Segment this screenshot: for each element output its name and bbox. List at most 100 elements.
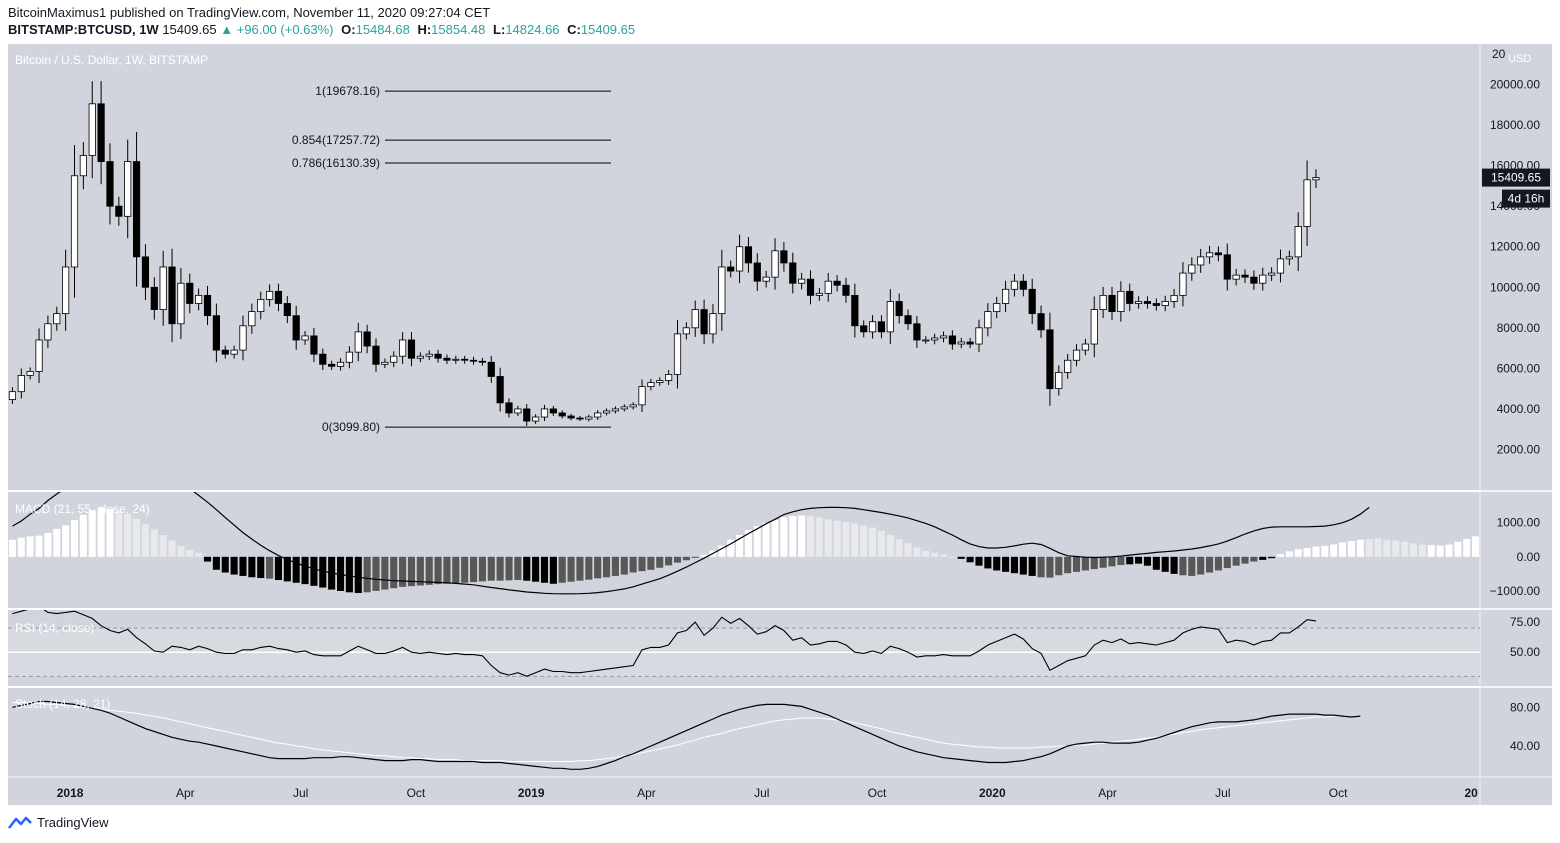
candle-body bbox=[1055, 372, 1063, 390]
macd-histogram-bar bbox=[1170, 556, 1178, 574]
price-change: ▲ +96.00 (+0.63%) bbox=[220, 22, 334, 37]
macd-histogram-bar bbox=[1108, 556, 1116, 567]
macd-histogram-bar bbox=[1002, 556, 1010, 572]
macd-histogram-bar bbox=[487, 556, 495, 581]
macd-histogram-bar bbox=[1392, 540, 1400, 557]
macd-histogram-bar bbox=[168, 540, 176, 557]
stoch-legend: Stoch (14, 28, 21) bbox=[15, 697, 110, 711]
macd-histogram-bar bbox=[833, 520, 841, 557]
macd-histogram-bar bbox=[993, 556, 1001, 571]
macd-histogram-bar bbox=[372, 556, 380, 591]
fib-level-label: 1(19678.16) bbox=[315, 84, 380, 98]
macd-histogram-bar bbox=[1330, 544, 1338, 557]
last-price-badge bbox=[1482, 168, 1550, 187]
macd-histogram-bar bbox=[177, 545, 185, 557]
candle-body bbox=[656, 380, 664, 383]
candle-body bbox=[1214, 252, 1223, 256]
candle-body bbox=[124, 161, 132, 217]
macd-histogram-bar bbox=[638, 556, 646, 572]
candle-body bbox=[567, 415, 575, 419]
macd-histogram-bar bbox=[798, 515, 806, 557]
macd-histogram-bar bbox=[203, 556, 212, 562]
macd-tick-label: 0.00 bbox=[1517, 550, 1541, 564]
candle-body bbox=[1276, 258, 1285, 274]
macd-histogram-bar bbox=[195, 552, 203, 557]
candle-body bbox=[700, 309, 708, 335]
candle-body bbox=[487, 361, 495, 377]
macd-histogram-bar bbox=[1090, 556, 1098, 570]
candle-body bbox=[70, 175, 79, 268]
macd-histogram-bar bbox=[70, 519, 79, 557]
macd-histogram-bar bbox=[62, 525, 70, 557]
candle-body bbox=[8, 391, 17, 400]
tradingview-icon bbox=[8, 816, 32, 829]
candle-body bbox=[895, 301, 903, 317]
candle-body bbox=[62, 266, 70, 315]
candle-body bbox=[860, 325, 868, 333]
candle-body bbox=[1081, 343, 1089, 351]
rsi-tick-label: 50.00 bbox=[1510, 645, 1540, 659]
ohlc-legend: BITSTAMP:BTCUSD, 1W 15409.65 ▲ +96.00 (+… bbox=[8, 22, 635, 37]
candle-body bbox=[1197, 256, 1205, 266]
macd-histogram-bar bbox=[1037, 556, 1045, 578]
macd-histogram-bar bbox=[301, 556, 309, 585]
rsi-line bbox=[12, 610, 1317, 677]
macd-histogram-bar bbox=[283, 556, 291, 582]
tradingview-logo[interactable]: TradingView bbox=[8, 815, 109, 830]
macd-histogram-bar bbox=[877, 530, 885, 557]
macd-histogram-bar bbox=[895, 539, 903, 557]
candle-body bbox=[1090, 309, 1098, 345]
candle-body bbox=[265, 290, 274, 300]
time-axis-label: Apr bbox=[1098, 786, 1117, 800]
candle-body bbox=[1179, 272, 1187, 296]
macd-histogram-bar bbox=[505, 556, 513, 581]
candle-body bbox=[957, 341, 965, 345]
macd-histogram-bar bbox=[700, 554, 708, 557]
macd-histogram-bar bbox=[523, 556, 531, 581]
candle-body bbox=[1099, 294, 1107, 310]
close-value: 15409.65 bbox=[580, 22, 636, 37]
macd-histogram-bar bbox=[913, 547, 921, 557]
macd-histogram-bar bbox=[806, 515, 815, 557]
price-tick-label: 18000.00 bbox=[1490, 118, 1540, 132]
macd-histogram-bar bbox=[1356, 539, 1364, 557]
candle-body bbox=[815, 292, 823, 296]
macd-histogram-bar bbox=[1055, 556, 1063, 576]
macd-histogram-bar bbox=[753, 526, 761, 557]
candle-body bbox=[1312, 177, 1320, 181]
candle-body bbox=[319, 353, 327, 365]
candle-body bbox=[939, 335, 948, 339]
macd-histogram-bar bbox=[1152, 556, 1160, 570]
macd-histogram-bar bbox=[496, 556, 504, 581]
candle-body bbox=[17, 375, 25, 393]
macd-histogram-bar bbox=[851, 523, 859, 557]
low-label: L: bbox=[493, 22, 506, 37]
macd-histogram-bar bbox=[718, 545, 726, 557]
macd-histogram-bar bbox=[629, 556, 637, 573]
time-axis-label: Oct bbox=[868, 786, 887, 800]
macd-histogram-bar bbox=[1205, 556, 1214, 573]
fib-level-label: 0.786(16130.39) bbox=[292, 156, 380, 170]
macd-histogram-bar bbox=[1223, 556, 1231, 569]
candle-body bbox=[1268, 272, 1276, 276]
publish-info: BitcoinMaximus1 published on TradingView… bbox=[8, 5, 491, 20]
stoch-tick-label: 80.00 bbox=[1510, 700, 1540, 714]
macd-histogram-bar bbox=[567, 556, 575, 582]
macd-histogram-bar bbox=[886, 534, 894, 557]
candle-body bbox=[753, 262, 761, 282]
macd-histogram-bar bbox=[345, 556, 353, 593]
macd-histogram-bar bbox=[1436, 545, 1444, 557]
stoch-group bbox=[12, 700, 1361, 770]
time-axis-label: Jul bbox=[754, 786, 769, 800]
macd-histogram-bar bbox=[115, 511, 123, 557]
candle-body bbox=[88, 103, 96, 156]
time-axis-label: Jul bbox=[1215, 786, 1230, 800]
macd-histogram-bar bbox=[1179, 556, 1187, 576]
candle-body bbox=[975, 327, 983, 345]
macd-histogram-bar bbox=[1276, 554, 1285, 557]
time-axis-label: 2020 bbox=[979, 786, 1006, 800]
macd-histogram-bar bbox=[1064, 556, 1072, 574]
candle-body bbox=[1205, 252, 1214, 258]
macd-histogram-bar bbox=[212, 556, 220, 570]
